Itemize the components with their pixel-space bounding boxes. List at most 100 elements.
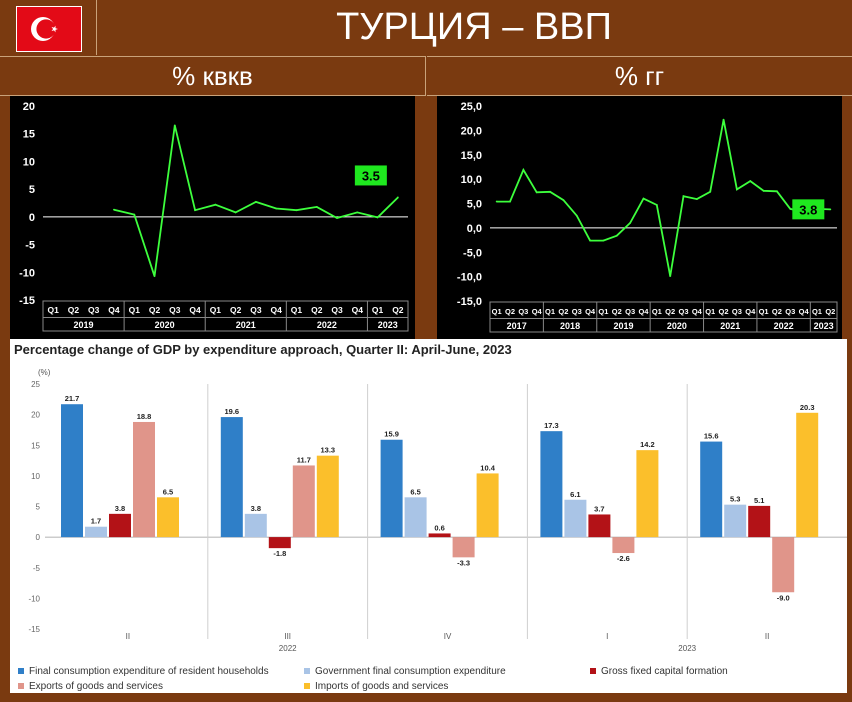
- bar-value-label: 18.8: [137, 412, 152, 421]
- y-tick-label: 20: [31, 411, 40, 420]
- y-unit-label: (%): [38, 368, 51, 377]
- expenditure-chart-panel: (%) 25 20 15 10 5 0 -5 -10 -15 21.7 1.7 3.8 18.8 6.5 II…: [10, 339, 847, 693]
- y-tick-label: -15: [28, 625, 40, 634]
- quarter-tick-label: Q4: [799, 307, 810, 316]
- quarter-tick-label: Q3: [625, 307, 635, 316]
- y-tick-label: -10,0: [457, 272, 482, 284]
- legend-swatch: [304, 683, 310, 690]
- quarter-tick-label: Q2: [665, 307, 675, 316]
- data-point: [522, 168, 525, 171]
- bar: [588, 514, 611, 538]
- quarter-tick-label: Q2: [149, 305, 161, 315]
- data-point: [669, 275, 672, 278]
- quarter-tick-label: Q2: [505, 307, 515, 316]
- quarter-tick-label: Q1: [210, 305, 222, 315]
- year-label: 2022: [279, 644, 297, 653]
- bar-value-label: 20.3: [800, 403, 815, 412]
- bar-value-label: 17.3: [544, 421, 559, 430]
- bar: [612, 537, 635, 554]
- y-tick-label: 0,0: [467, 223, 482, 235]
- quarter-tick-label: Q4: [271, 305, 283, 315]
- legend-item-exports: Exports of goods and services: [18, 681, 163, 692]
- data-point: [695, 198, 698, 201]
- data-point: [722, 118, 725, 121]
- data-point: [194, 209, 196, 212]
- year-tick-label: 2018: [560, 321, 580, 331]
- y-tick-label: 20,0: [461, 125, 482, 137]
- bar-value-label: 5.1: [754, 496, 764, 505]
- category-label: IV: [444, 632, 452, 641]
- category-label: I: [606, 632, 608, 641]
- data-point: [776, 190, 778, 193]
- bar: [700, 441, 723, 538]
- data-point: [356, 211, 359, 214]
- data-point: [396, 196, 399, 199]
- data-point: [642, 197, 645, 200]
- subtitle-yoy: % гг: [427, 56, 852, 96]
- quarter-tick-label: Q2: [311, 305, 323, 315]
- yoy-chart-panel: 25,0 20,0 15,0 10,0 5,0 0,0 -5,0 -10,0 -15,0 Q1 Q2…: [437, 96, 842, 339]
- series-line: [113, 125, 399, 277]
- y-tick-label: -10: [28, 594, 40, 603]
- data-point: [535, 191, 538, 194]
- legend-item-imports: Imports of goods and services: [304, 681, 448, 692]
- bar-value-label: 3.8: [115, 504, 125, 513]
- bar-value-label: 3.8: [251, 504, 261, 513]
- bar: [109, 513, 131, 538]
- data-point: [655, 204, 658, 206]
- category-label: II: [765, 632, 769, 641]
- year-tick-label: 2022: [317, 320, 337, 330]
- bar-value-label: 13.3: [320, 446, 335, 455]
- bar: [540, 431, 563, 538]
- data-point: [275, 207, 278, 210]
- data-point: [113, 208, 115, 211]
- year-tick-label: 2021: [720, 321, 740, 331]
- quarter-tick-label: Q1: [372, 305, 384, 315]
- bar-value-label: -3.3: [457, 558, 470, 567]
- bar-value-label: 6.1: [570, 490, 580, 499]
- header: ТУРЦИЯ – ВВП: [0, 0, 852, 55]
- bar-value-label: 1.7: [91, 517, 101, 526]
- y-tick-label: 5: [36, 503, 41, 512]
- bar-value-label: 11.7: [297, 455, 311, 464]
- bar-value-label: 19.6: [224, 407, 239, 416]
- legend-label: Gross fixed capital formation: [601, 666, 728, 677]
- quarter-tick-label: Q2: [719, 307, 729, 316]
- quarter-tick-label: Q1: [759, 307, 769, 316]
- category-label: II: [126, 632, 130, 641]
- quarter-tick-label: Q4: [692, 307, 703, 316]
- data-point: [495, 200, 498, 203]
- quarter-tick-label: Q1: [545, 307, 555, 316]
- qoq-chart-panel: 20 15 10 5 0 -5 -10 -15 Q1 Q2 Q3 Q4 Q1 Q2 Q3 Q4 Q1 Q2 Q3 Q4…: [10, 96, 415, 339]
- last-value-label: 3.5: [362, 168, 380, 183]
- data-point: [376, 216, 379, 219]
- year-tick-label: 2022: [774, 321, 794, 331]
- bar: [157, 497, 179, 538]
- bar-value-label: 0.6: [434, 523, 444, 532]
- bar: [476, 473, 499, 538]
- bar-value-label: 15.6: [704, 432, 719, 441]
- quarter-tick-label: Q4: [352, 305, 364, 315]
- series-line: [496, 119, 831, 277]
- y-tick-label: -5: [25, 240, 35, 252]
- data-point: [549, 190, 551, 193]
- turkey-flag-icon: [16, 6, 82, 52]
- year-tick-label: 2023: [814, 321, 834, 331]
- data-point: [295, 209, 298, 212]
- bar: [380, 439, 403, 538]
- legend-swatch: [590, 668, 596, 675]
- last-value-label-bg: [354, 165, 387, 186]
- bar-chart-title: Percentage change of GDP by expenditure …: [14, 342, 512, 357]
- bar: [220, 417, 243, 538]
- y-tick-label: 20: [23, 101, 35, 113]
- y-tick-label: 5: [29, 184, 35, 196]
- data-point: [602, 239, 605, 242]
- data-point: [615, 234, 618, 237]
- legend-label: Imports of goods and services: [315, 681, 449, 692]
- subtitle-qoq: % квкв: [0, 56, 426, 96]
- data-point: [234, 211, 237, 214]
- quarter-tick-label: Q2: [825, 307, 835, 316]
- data-point: [709, 190, 712, 193]
- quarter-tick-label: Q2: [612, 307, 622, 316]
- yoy-line-chart: 25,020,015,010,05,00,0-5,0-10,0-15,0Q1 Q2…: [457, 101, 838, 333]
